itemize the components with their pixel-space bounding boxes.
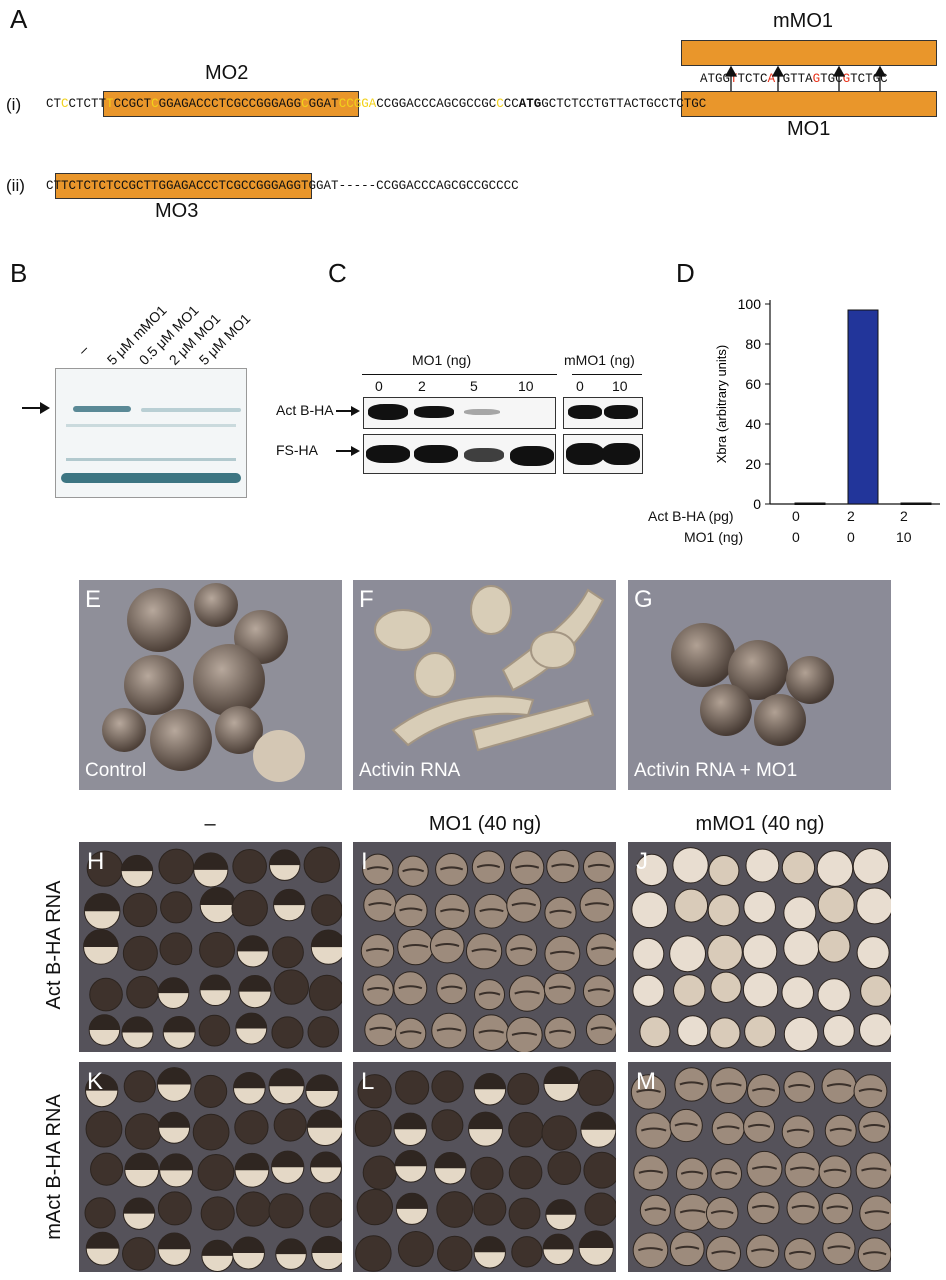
y-axis-label: Xbra (arbitrary units) [714, 345, 729, 463]
embryo-photo-i: I [353, 842, 616, 1052]
mo1-box [681, 91, 937, 117]
y-tick-label: 20 [745, 456, 761, 472]
bar [794, 502, 826, 505]
panel-label-b: B [10, 258, 28, 288]
sequence-i: CTCCTCTTTCCGCTCGGAGACCCTCGCCGGGAGGCGGATC… [46, 97, 707, 111]
dose-label: 2 [418, 378, 426, 394]
arrow-icon [336, 406, 360, 416]
bar [900, 502, 932, 505]
embryo-photo-j: J [628, 842, 891, 1052]
col-header: MO1 (40 ng) [428, 813, 542, 835]
dose-label: 0 [375, 378, 383, 394]
blot-fs-mmo1 [563, 434, 643, 474]
xbra-bar-chart: 0 20 40 60 80 100 Xbra (arbitrary units) [714, 296, 940, 512]
mo1-title: MO1 [787, 118, 831, 140]
embryo-photo-m: M [628, 1062, 891, 1272]
row-i-label: (i) [6, 95, 22, 114]
dose-label: 5 [470, 378, 478, 394]
blot-act-b-mo1 [363, 397, 556, 429]
col-header: mMO1 (40 ng) [695, 813, 825, 835]
row-header: Act B-HA RNA [43, 880, 65, 1010]
panel-label-a: A [10, 4, 28, 34]
y-tick-label: 100 [738, 296, 762, 312]
y-tick-label: 60 [745, 376, 761, 392]
act-b-ha-row-label: Act B-HA [276, 402, 334, 418]
embryo-photo-activin-mo1: G Activin RNA + MO1 [628, 580, 891, 790]
d-value: 2 [847, 508, 855, 524]
gel-image [55, 368, 247, 498]
mo1-dose-header: MO1 (ng) [412, 352, 472, 368]
mo2-box [103, 91, 359, 117]
blot-fs-mo1 [363, 434, 556, 474]
embryo-photo-l: L [353, 1062, 616, 1272]
y-tick-label: 40 [745, 416, 761, 432]
blot-act-b-mmo1 [563, 397, 643, 429]
fs-ha-row-label: FS-HA [276, 442, 318, 458]
y-tick-label: 0 [753, 496, 761, 512]
embryo-photo-h: H [79, 842, 342, 1052]
d-value: 10 [896, 529, 912, 545]
row-header: mAct B-HA RNA [43, 1094, 65, 1240]
band-arrow-icon [22, 402, 50, 414]
panel-label-d: D [676, 258, 695, 288]
y-tick-label: 80 [745, 336, 761, 352]
mmo1-dose-header: mMO1 (ng) [564, 352, 635, 368]
lane-label: – [74, 341, 92, 358]
arrow-icon [336, 446, 360, 456]
act-b-ha-dose-label: Act B-HA (pg) [648, 508, 734, 524]
d-value: 2 [900, 508, 908, 524]
mmo1-box [681, 40, 937, 66]
mismatch-arrows [724, 66, 887, 93]
mmo1-title: mMO1 [773, 10, 833, 32]
mo2-title: MO2 [205, 62, 249, 84]
dose-label: 10 [518, 378, 534, 394]
panel-label-c: C [328, 258, 347, 288]
embryo-photo-activin: F Activin RNA [353, 580, 616, 790]
mo1-dose-label: MO1 (ng) [684, 529, 744, 545]
d-value: 0 [792, 529, 800, 545]
mo3-box [55, 173, 312, 199]
embryo-photo-k: K [79, 1062, 342, 1272]
dose-label: 10 [612, 378, 628, 394]
dose-label: 0 [576, 378, 584, 394]
d-value: 0 [792, 508, 800, 524]
row-ii-label: (ii) [6, 176, 25, 195]
d-value: 0 [847, 529, 855, 545]
bar [847, 309, 879, 505]
mo3-title: MO3 [155, 200, 199, 222]
sequence-ii: CTTCTCTCTCCGCTTGGAGACCCTCGCCGGGAGGTGGAT-… [46, 179, 519, 193]
col-header: – [204, 813, 216, 835]
embryo-photo-control: E Control [79, 580, 342, 790]
